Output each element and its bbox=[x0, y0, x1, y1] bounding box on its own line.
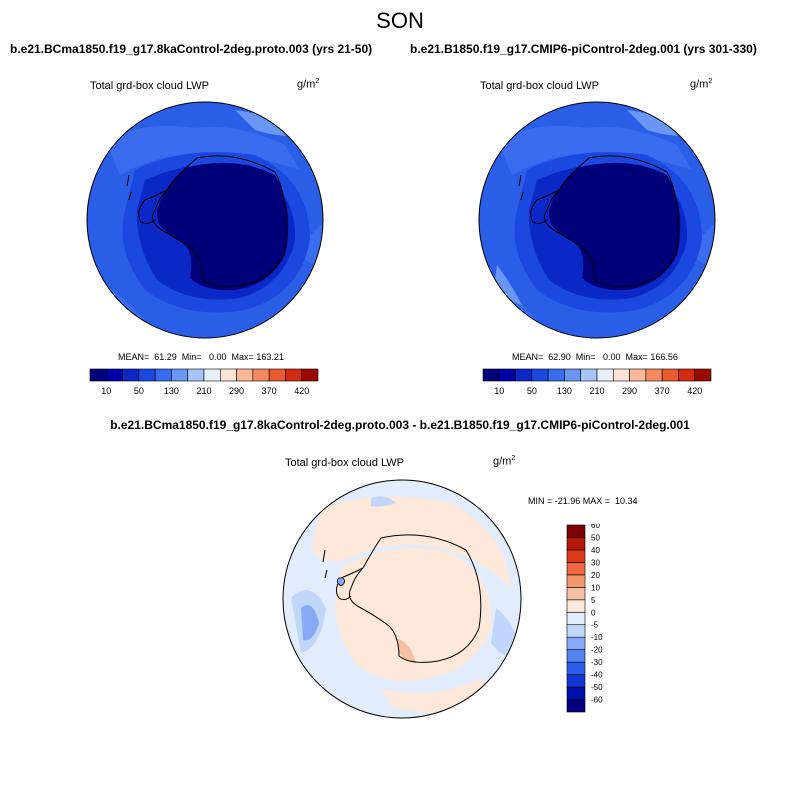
colorbar-cell bbox=[596, 368, 614, 382]
map-panel-right bbox=[478, 101, 716, 339]
colorbar-cell bbox=[515, 368, 533, 382]
colorbar-cell bbox=[285, 368, 303, 382]
colorbar-cell bbox=[629, 368, 647, 382]
colorbar-tick-label: 10 bbox=[101, 386, 111, 396]
colorbar-tick-label: 60 bbox=[591, 524, 600, 530]
colorbar-cell bbox=[645, 368, 663, 382]
stats-right: MEAN= 62.90 Min= 0.00 Max= 166.56 bbox=[512, 352, 678, 362]
units-left: g/m2 bbox=[297, 78, 320, 91]
colorbar-tick-label: 130 bbox=[164, 386, 179, 396]
colorbar-cell bbox=[566, 624, 586, 638]
colorbar-cell bbox=[678, 368, 696, 382]
colorbar-tick-label: 370 bbox=[655, 386, 670, 396]
colorbar-cell bbox=[171, 368, 189, 382]
units-diff: g/m2 bbox=[493, 455, 516, 468]
stats-diff: MIN = -21.96 MAX = 10.34 bbox=[528, 496, 638, 506]
field-label-right: Total grd-box cloud LWP bbox=[480, 80, 600, 92]
colorbar-tick-label: -10 bbox=[591, 633, 603, 642]
colorbar-difference-cells bbox=[566, 524, 586, 713]
colorbar-tick-label: -40 bbox=[591, 671, 603, 680]
colorbar-tick-label: 20 bbox=[591, 571, 600, 580]
colorbar-cell bbox=[105, 368, 123, 382]
colorbar-cell bbox=[566, 587, 586, 601]
colorbar-tick-label: -30 bbox=[591, 658, 603, 667]
field-label-diff: Total grd-box cloud LWP bbox=[285, 457, 405, 469]
case-title-right: b.e21.B1850.f19_g17.CMIP6-piControl-2deg… bbox=[410, 42, 757, 56]
colorbar-cell bbox=[236, 368, 254, 382]
colorbar-tick-label: 420 bbox=[687, 386, 702, 396]
case-title-left: b.e21.BCma1850.f19_g17.8kaControl-2deg.p… bbox=[10, 42, 373, 56]
colorbar-cell bbox=[138, 368, 156, 382]
colorbar-tick-label: 50 bbox=[591, 533, 600, 542]
colorbar-cell bbox=[566, 574, 586, 588]
colorbar-tick-label: -50 bbox=[591, 683, 603, 692]
colorbar-tick-label: 370 bbox=[262, 386, 277, 396]
colorbar-cell bbox=[566, 686, 586, 700]
colorbar-tick-label: 290 bbox=[622, 386, 637, 396]
colorbar-cell bbox=[566, 524, 586, 538]
colorbar-cell bbox=[564, 368, 582, 382]
colorbar-tick-label: 290 bbox=[229, 386, 244, 396]
colorbar-tick-label: 50 bbox=[134, 386, 144, 396]
colorbar-left-labels: 1050130210290370420460 bbox=[101, 386, 309, 396]
colorbar-tick-label: 210 bbox=[196, 386, 211, 396]
colorbar-tick-label: 130 bbox=[557, 386, 572, 396]
colorbar-tick-label: -20 bbox=[591, 646, 603, 655]
colorbar-tick-label: 40 bbox=[591, 546, 600, 555]
colorbar-cell bbox=[661, 368, 679, 382]
colorbar-cell bbox=[498, 368, 516, 382]
season-title: SON bbox=[376, 8, 424, 33]
colorbar-left: 1050130210290370420460 bbox=[89, 368, 319, 396]
colorbar-cell bbox=[203, 368, 221, 382]
colorbar-tick-label: 10 bbox=[494, 386, 504, 396]
colorbar-cell bbox=[547, 368, 565, 382]
colorbar-cell bbox=[566, 649, 586, 663]
colorbar-cell bbox=[219, 368, 237, 382]
colorbar-right: 1050130210290370420460 bbox=[482, 368, 712, 396]
colorbar-cell bbox=[89, 368, 107, 382]
map-panel-difference bbox=[282, 479, 522, 719]
colorbar-cell bbox=[566, 674, 586, 688]
colorbar-tick-label: -5 bbox=[591, 621, 599, 630]
colorbar-tick-label: 210 bbox=[589, 386, 604, 396]
colorbar-cell bbox=[566, 661, 586, 675]
colorbar-tick-label: 5 bbox=[591, 596, 596, 605]
colorbar-cell bbox=[531, 368, 549, 382]
colorbar-cell bbox=[566, 699, 586, 713]
colorbar-tick-label: 30 bbox=[591, 558, 600, 567]
colorbar-cell bbox=[122, 368, 140, 382]
colorbar-cell bbox=[566, 562, 586, 576]
colorbar-right-cells bbox=[482, 368, 712, 382]
colorbar-left-cells bbox=[89, 368, 319, 382]
colorbar-tick-label: 10 bbox=[591, 583, 600, 592]
colorbar-cell bbox=[566, 611, 586, 626]
colorbar-cell bbox=[612, 368, 630, 382]
colorbar-cell bbox=[566, 537, 586, 551]
field-label-left: Total grd-box cloud LWP bbox=[90, 80, 210, 92]
colorbar-tick-label: 0 bbox=[591, 608, 596, 617]
colorbar-cell bbox=[187, 368, 205, 382]
colorbar-cell bbox=[252, 368, 270, 382]
colorbar-tick-label: 420 bbox=[294, 386, 309, 396]
colorbar-cell bbox=[566, 636, 586, 650]
colorbar-cell bbox=[580, 368, 598, 382]
colorbar-cell bbox=[482, 368, 500, 382]
colorbar-tick-label: 50 bbox=[527, 386, 537, 396]
difference-title: b.e21.BCma1850.f19_g17.8kaControl-2deg.p… bbox=[110, 418, 690, 432]
colorbar-cell bbox=[154, 368, 172, 382]
colorbar-cell bbox=[694, 368, 712, 382]
colorbar-cell bbox=[301, 368, 319, 382]
colorbar-tick-label: -60 bbox=[591, 696, 603, 705]
colorbar-cell bbox=[268, 368, 286, 382]
colorbar-cell bbox=[566, 599, 586, 613]
colorbar-cell bbox=[566, 549, 586, 563]
units-right: g/m2 bbox=[690, 78, 713, 91]
colorbar-right-labels: 1050130210290370420460 bbox=[494, 386, 702, 396]
map-panel-left bbox=[86, 101, 324, 339]
stats-left: MEAN= 61.29 Min= 0.00 Max= 163.21 bbox=[118, 352, 284, 362]
